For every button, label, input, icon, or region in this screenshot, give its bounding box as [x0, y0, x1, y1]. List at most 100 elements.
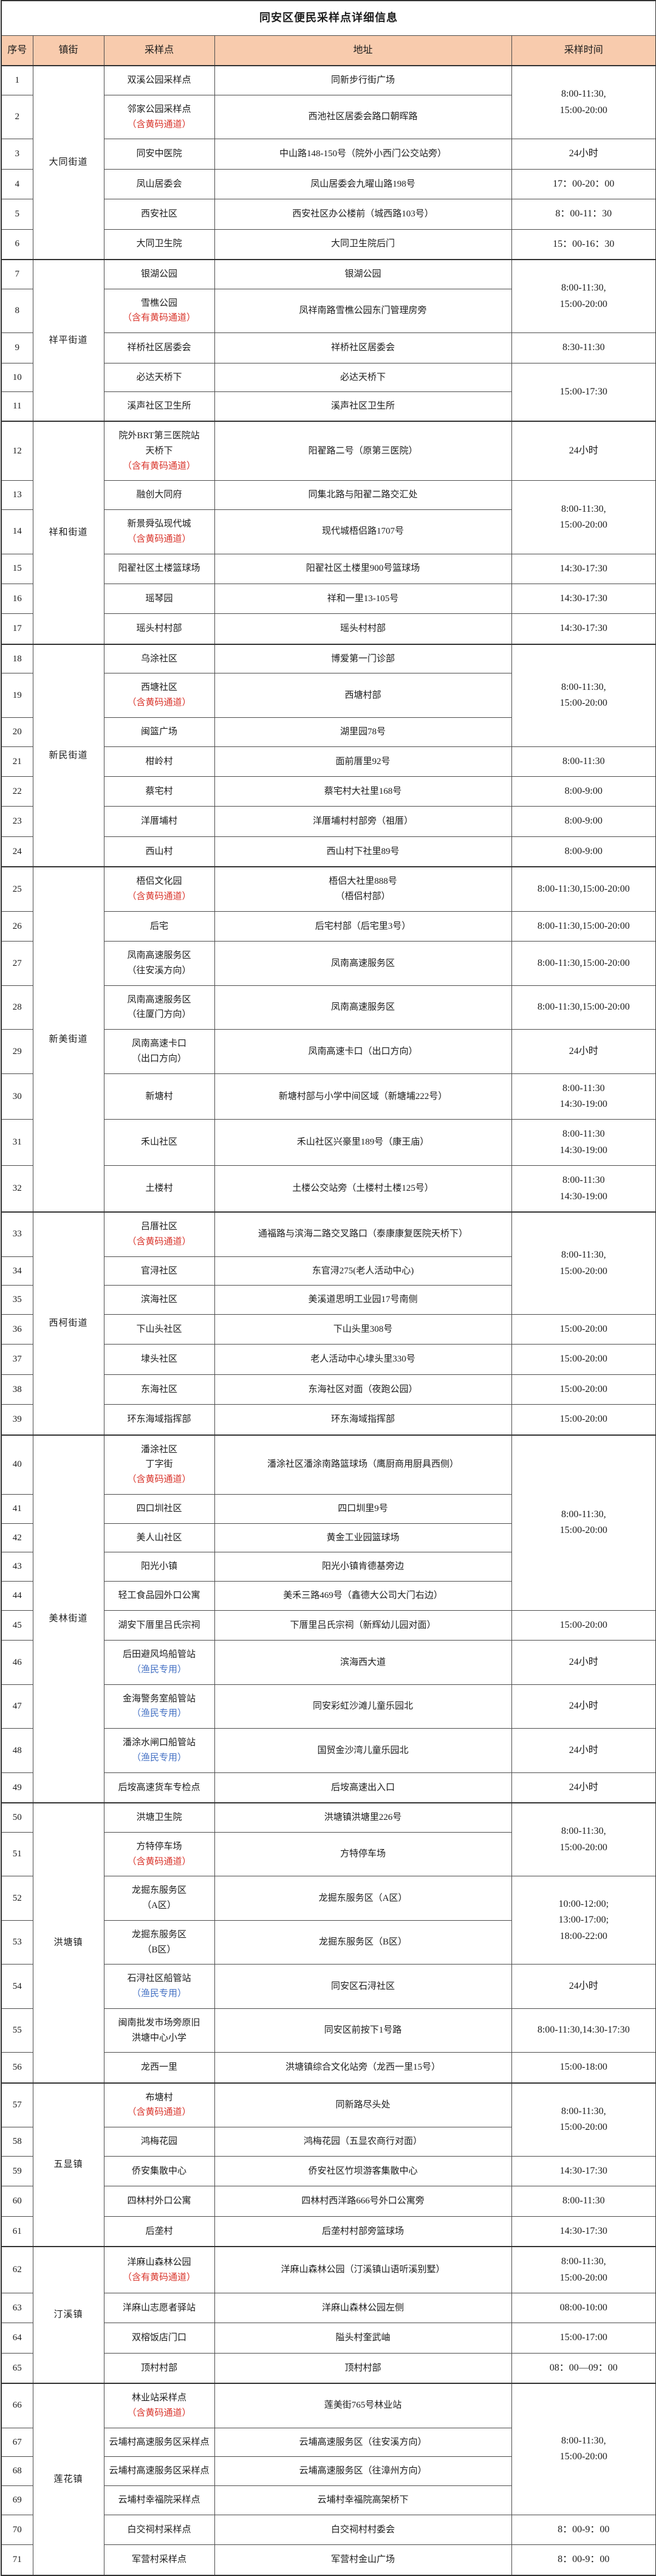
site-cell-line: 同安中医院 [136, 149, 182, 159]
time-cell: 15:00-20:00 [511, 1610, 656, 1641]
row-number-cell-line: 17 [12, 624, 22, 634]
row-number-cell: 4 [1, 168, 33, 200]
row-number-cell: 25 [1, 866, 33, 912]
address-cell-line: 大同卫生院后门 [330, 239, 395, 249]
site-cell-line: 阳光小镇 [140, 1562, 177, 1572]
site-cell-note: （含黄码通道） [127, 892, 191, 902]
row-number-cell: 3 [1, 139, 33, 170]
address-cell: 祥桥社区居委会 [214, 332, 512, 363]
row-number-cell: 2 [1, 94, 33, 140]
address-cell: 中山路148-150号（院外小西门公交站旁） [214, 139, 512, 170]
address-cell: 下山头里308号 [214, 1314, 512, 1345]
time-cell-line: 24小时 [569, 1744, 598, 1755]
site-cell-line: 大同卫生院 [136, 239, 182, 249]
site-cell: 瑶琴园 [103, 583, 215, 615]
address-cell: 洋麻山森林公园左侧 [214, 2292, 512, 2324]
address-cell-line: 西山村下社里89号 [326, 846, 400, 856]
address-cell: 新塘村部与小学中间区域（新塘埔222号） [214, 1073, 512, 1120]
column-header-time: 采样时间 [511, 35, 656, 66]
row-number-cell-line: 60 [12, 2196, 22, 2206]
time-cell: 15:00-20:00 [511, 1344, 656, 1375]
site-cell: 东海社区 [103, 1374, 215, 1405]
site-cell-line: 吕厝社区 [140, 1222, 177, 1231]
address-cell: 西塘村部 [214, 673, 512, 718]
time-cell: 24小时 [511, 1964, 656, 2009]
town-cell: 美林街道 [32, 1434, 104, 1803]
site-cell: 凤山居委会 [103, 168, 215, 200]
row-number-cell-line: 10 [12, 372, 22, 382]
address-cell-line: 后垵高速出入口 [330, 1782, 395, 1793]
address-cell: 美溪道思明工业园17号南侧 [214, 1285, 512, 1315]
address-cell-line: 军营村金山广场 [330, 2555, 395, 2565]
site-cell: 金海警务室船管站 （渔民专用） [103, 1684, 215, 1729]
row-number-cell: 69 [1, 2485, 33, 2515]
time-cell: 8：00-9：00 [511, 2514, 656, 2546]
time-cell-line: 15:00-18:00 [559, 2062, 607, 2073]
row-number-cell: 47 [1, 1684, 33, 1729]
time-cell: 15:00-18:00 [511, 2052, 656, 2084]
address-cell: 滨海西大道 [214, 1640, 512, 1685]
row-number-cell: 22 [1, 776, 33, 807]
table-row: 3 同安中医院 中山路148-150号（院外小西门公交站旁） 24小时 [1, 139, 656, 170]
row-number-cell: 62 [1, 2246, 33, 2293]
site-cell-line: 后垵高速货车专检点 [118, 1782, 200, 1793]
row-number-cell: 31 [1, 1119, 33, 1166]
address-cell-line: 云埔高速服务区（往漳州方向） [299, 2466, 427, 2476]
table-row: 1 大同街道 双溪公园采样点 同新步行街广场 8:00-11:30, 15:00-20:0… [1, 65, 656, 260]
time-cell: 8:00-11:30 14:30-19:00 [511, 1119, 656, 1166]
site-cell-note: （含有黄码通道） [122, 313, 196, 323]
site-cell-line: 下山头社区 [136, 1324, 182, 1334]
table-row: 17 瑶头村村部 瑶头村村部 14:30-17:30 [1, 613, 656, 645]
row-number-cell: 57 [1, 2082, 33, 2128]
address-cell-line: 西安社区办公楼前（城西路103号） [292, 208, 434, 219]
site-cell-line: 邻家公园采样点 [127, 104, 191, 114]
row-number-cell: 54 [1, 1964, 33, 2009]
site-cell-line: （B区） [142, 1944, 176, 1955]
row-number-cell-line: 68 [12, 2466, 22, 2476]
address-cell-line: 通福路与滨海二路交叉路口（泰康康复医院天桥下） [258, 1229, 468, 1239]
row-number-cell-line: 46 [12, 1657, 22, 1667]
row-number-cell: 63 [1, 2292, 33, 2324]
time-cell: 24小时 [511, 421, 656, 481]
time-cell-line: 8:00-11:30, [561, 2256, 606, 2267]
address-cell-line: 梧侣大社里888号 [329, 876, 397, 887]
site-cell-line: 凤南高速卡口 [131, 1039, 186, 1049]
time-cell: 15:00-20:00 [511, 1314, 656, 1345]
row-number-cell: 65 [1, 2352, 33, 2384]
time-cell: 8:00-11:30, 15:00-20:00 [511, 2082, 656, 2157]
time-cell: 8:00-11:30, 15:00-20:00 [511, 1211, 656, 1315]
time-cell: 8:30-11:30 [511, 332, 656, 363]
time-cell-line: 15:00-17:30 [559, 386, 607, 397]
address-cell: 东官浔275(老人活动中心) [214, 1256, 512, 1286]
site-cell: 新景舜弘现代城 （含黄码通道） [103, 509, 215, 554]
time-cell-line: 15:00-20:00 [559, 1842, 607, 1853]
site-cell: 后垄村 [103, 2216, 215, 2247]
site-cell: 蔡宅村 [103, 776, 215, 807]
time-cell-line: 8:00-9:00 [564, 786, 603, 797]
row-number-cell: 43 [1, 1552, 33, 1582]
address-cell: 顶村村部 [214, 2352, 512, 2384]
row-number-cell: 53 [1, 1920, 33, 1965]
town-cell-line: 汀溪镇 [53, 2310, 83, 2320]
site-cell: 潘涂水闸口船管站 （渔民专用） [103, 1728, 215, 1773]
address-cell-line: 阳翟社区土楼里900号篮球场 [306, 563, 420, 574]
row-number-cell-line: 7 [15, 269, 20, 279]
row-number-cell-line: 48 [12, 1745, 22, 1755]
site-cell: 梧侣文化园 （含黄码通道） [103, 866, 215, 912]
address-cell: 隘头村奎武岫 [214, 2323, 512, 2354]
site-cell-line: 洋厝埔村 [140, 816, 177, 827]
time-cell-line: 8:00-11:30,15:00-20:00 [537, 1002, 630, 1013]
row-number-cell-line: 70 [12, 2524, 22, 2535]
site-cell-line: 西塘社区 [140, 683, 177, 693]
time-cell-line: 8：00-9：00 [558, 2554, 610, 2565]
site-cell-line: 金海警务室船管站 [122, 1693, 196, 1704]
site-cell-line: 潘涂水闸口船管站 [122, 1738, 196, 1748]
table-row: 26 后宅 后宅村部（后宅里3号） 8:00-11:30,15:00-20:00 [1, 911, 656, 942]
row-number-cell: 50 [1, 1802, 33, 1833]
time-cell: 8:00-11:30 14:30-19:00 [511, 1165, 656, 1213]
address-cell: 白交祠村村委会 [214, 2514, 512, 2546]
time-cell: 8:00-11:30, 15:00-20:00 [511, 480, 656, 554]
site-cell-line: 云埔村幸福院采样点 [118, 2495, 200, 2505]
address-cell: 梧侣大社里888号 （梧侣村部） [214, 866, 512, 912]
table-row: 5 西安社区 西安社区办公楼前（城西路103号） 8：00-11：30 [1, 199, 656, 230]
